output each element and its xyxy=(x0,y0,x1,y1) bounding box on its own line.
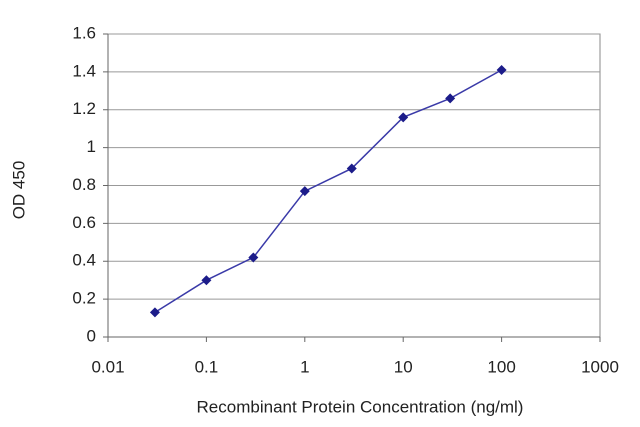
x-axis-title: Recombinant Protein Concentration (ng/ml… xyxy=(197,397,524,416)
x-tick-label: 100 xyxy=(487,357,515,376)
y-tick-label: 1 xyxy=(87,137,96,156)
data-point xyxy=(149,307,160,318)
x-tick-label: 1000 xyxy=(581,357,619,376)
y-tick-label: 0.4 xyxy=(72,251,96,270)
y-tick-label: 0 xyxy=(87,326,96,345)
x-tick-label: 0.1 xyxy=(195,357,219,376)
x-tick-label: 10 xyxy=(394,357,413,376)
data-point xyxy=(201,275,212,286)
data-point xyxy=(496,64,507,75)
y-axis-title: OD 450 xyxy=(9,161,28,220)
data-point xyxy=(346,163,357,174)
data-point xyxy=(299,186,310,197)
y-tick-label: 1.6 xyxy=(72,23,96,42)
y-tick-label: 1.2 xyxy=(72,99,96,118)
data-point xyxy=(398,112,409,123)
y-tick-label: 0.2 xyxy=(72,289,96,308)
y-tick-label: 0.8 xyxy=(72,175,96,194)
y-tick-label: 0.6 xyxy=(72,213,96,232)
x-tick-label: 0.01 xyxy=(91,357,124,376)
data-point xyxy=(445,93,456,104)
x-tick-label: 1 xyxy=(300,357,309,376)
y-tick-label: 1.4 xyxy=(72,61,96,80)
data-point xyxy=(248,252,259,263)
data-line xyxy=(154,69,502,314)
